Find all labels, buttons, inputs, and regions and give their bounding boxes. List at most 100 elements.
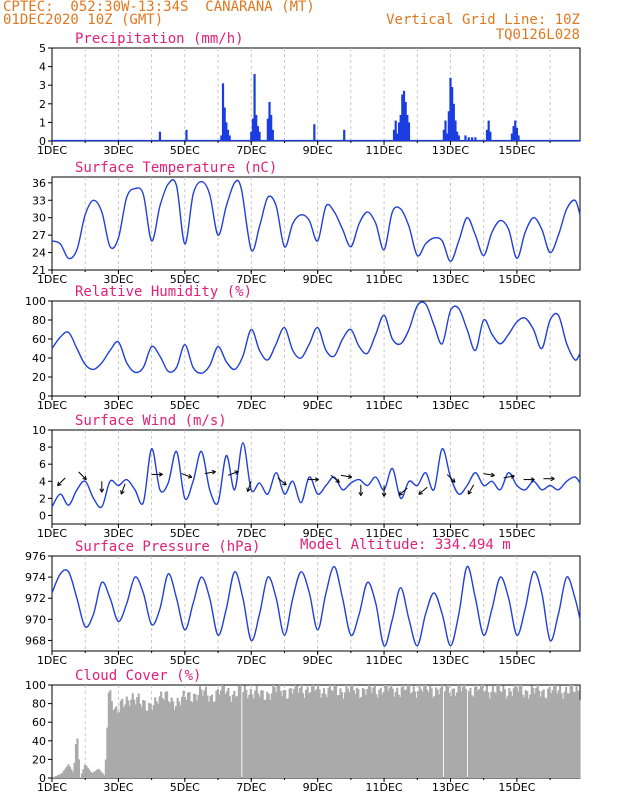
cloud-bar: [112, 710, 115, 778]
cloud-bar: [228, 696, 231, 778]
wind-arrow-shaft: [483, 473, 495, 476]
cloud-bar: [70, 769, 73, 778]
wind-arrow-head: [82, 478, 87, 481]
y-tick-label: 0: [39, 135, 46, 148]
cloud-bar: [497, 685, 500, 778]
cloud-bar: [146, 710, 149, 778]
cloud-bar: [121, 698, 124, 778]
cloud-bar: [53, 776, 57, 778]
cloud-bar: [544, 697, 547, 778]
cloud-bar: [367, 685, 370, 778]
cloud-bar: [264, 699, 267, 778]
y-tick-label: 3: [39, 79, 46, 92]
cloud-bar: [481, 685, 484, 778]
cloud-bar: [496, 685, 499, 778]
x-tick-label: 11DEC: [366, 527, 403, 540]
cloud-bar: [166, 691, 169, 778]
precip-bar: [266, 118, 269, 141]
wind-arrow-head: [158, 473, 163, 477]
wind-arrow-head: [398, 493, 403, 496]
cloud-bar: [547, 688, 550, 778]
cloud-bar: [318, 689, 321, 778]
wind-arrow-head: [511, 475, 515, 479]
wind-arrow: [227, 470, 239, 476]
cloud-bar: [71, 772, 75, 778]
cloud-bar: [297, 692, 300, 778]
wind-arrow-head: [120, 491, 125, 495]
cloud-bar: [288, 688, 291, 778]
cloud-bar: [245, 689, 248, 778]
x-tick-label: 13DEC: [432, 654, 469, 667]
precip-bar: [489, 131, 492, 141]
cloud-bar: [68, 766, 72, 778]
cloud-bar: [161, 698, 164, 778]
cloud-bar: [91, 773, 94, 778]
wind-arrow-shaft: [330, 474, 340, 483]
cloud-bar: [523, 697, 526, 778]
cloud-bar: [559, 685, 562, 778]
x-tick-label: 11DEC: [366, 654, 403, 667]
cloud-bar: [482, 692, 485, 778]
cloud-bar: [164, 691, 167, 778]
x-tick-label: 15DEC: [498, 144, 535, 157]
y-tick-label: 80: [32, 698, 46, 711]
precip-bar: [474, 137, 477, 141]
cloud-bar: [433, 695, 436, 778]
wind-arrow-head: [57, 481, 60, 486]
cloud-bar: [574, 691, 577, 778]
cloud-bar: [152, 705, 155, 778]
cloud-bar: [137, 693, 140, 778]
cloud-bar: [261, 690, 264, 778]
cloud-bar: [154, 697, 157, 778]
cloud-bar: [293, 688, 296, 778]
x-tick-label: 3DEC: [103, 527, 133, 540]
wind-arrow: [398, 487, 408, 496]
cloud-bar: [553, 685, 556, 778]
cloud-bar: [454, 695, 457, 778]
panel-frame: [51, 429, 581, 525]
cloud-bar: [354, 694, 357, 778]
wind-arrow-head: [187, 476, 192, 479]
precip-bar: [401, 94, 404, 141]
precip-bar: [226, 129, 230, 141]
cloud-bar: [248, 694, 251, 778]
cloud-bar: [83, 764, 86, 778]
panel-title: Surface Wind (m/s): [75, 413, 227, 429]
cloud-bar: [470, 695, 474, 778]
cloud-bar: [378, 689, 381, 778]
cloud-bar: [402, 685, 405, 778]
precip-bar: [402, 90, 406, 141]
cloud-bar: [142, 700, 145, 778]
cloud-bar: [143, 700, 146, 778]
cloud-bar: [366, 689, 369, 778]
cloud-bar: [418, 685, 421, 778]
cloud-bar: [65, 766, 69, 778]
wind-arrow-head: [491, 472, 495, 476]
panel-title: Surface Pressure (hPa): [75, 539, 260, 555]
wind-arrow-head: [510, 474, 515, 477]
wind-arrow-shaft: [503, 475, 515, 479]
cloud-bar: [145, 710, 148, 778]
cloud-bar: [448, 693, 451, 778]
precip-bar: [447, 111, 450, 141]
x-tick-label: 3DEC: [103, 273, 133, 286]
wind-arrow-head: [453, 478, 456, 483]
cloud-bar: [172, 701, 175, 778]
wind-arrow-head: [550, 478, 555, 482]
cloud-bar: [412, 686, 415, 778]
cloud-bar: [493, 691, 496, 778]
x-tick-label: 11DEC: [366, 273, 403, 286]
cloud-bar: [372, 687, 375, 778]
cloud-bar: [484, 690, 487, 778]
cloud-bar: [133, 699, 136, 778]
y-tick-label: 970: [25, 613, 46, 626]
cloud-bar: [194, 694, 197, 778]
series-line: [51, 179, 581, 263]
wind-arrow-head: [467, 491, 472, 495]
cloud-bar: [195, 700, 199, 778]
x-tick-label: 13DEC: [432, 399, 469, 412]
cloud-bar: [533, 693, 536, 778]
y-tick-label: 974: [25, 571, 46, 584]
cloud-bar: [236, 695, 239, 778]
cloud-bar: [351, 685, 354, 778]
